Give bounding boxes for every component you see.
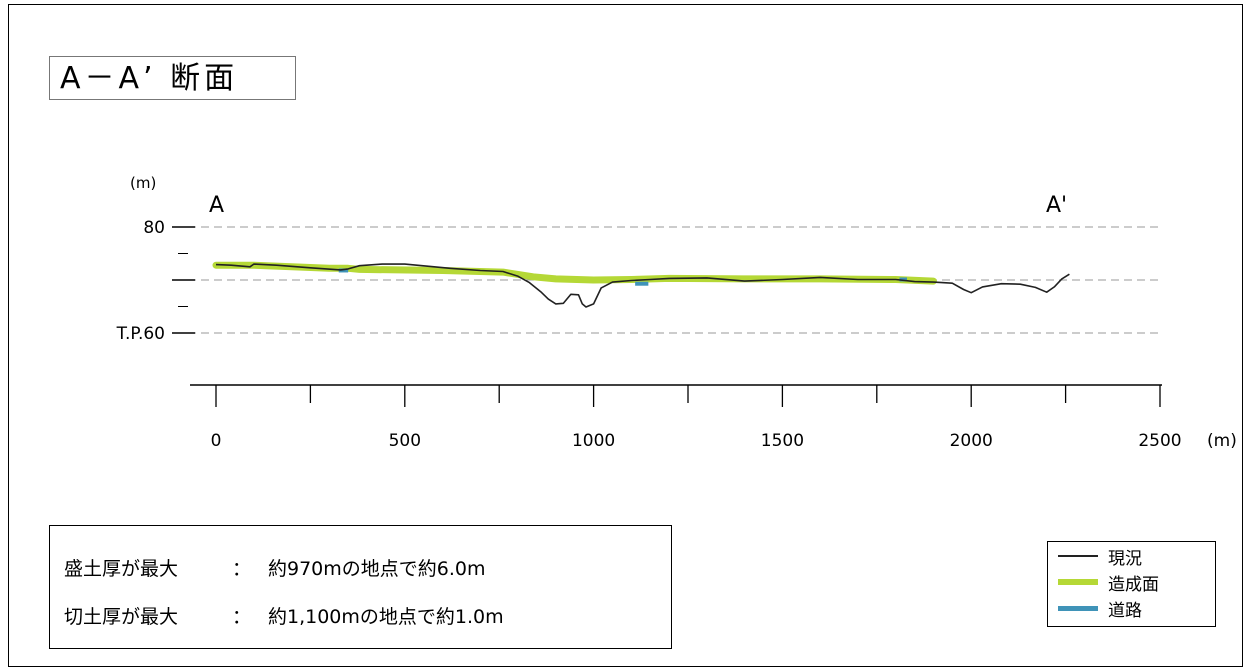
info-box: 盛土厚が最大 ： 約970mの地点で約6.0m 切土厚が最大 ： 約1,100mの地点で… bbox=[49, 525, 672, 649]
legend-item-grading: 造成面 bbox=[1058, 571, 1159, 595]
legend-label-current: 現況 bbox=[1108, 548, 1142, 569]
y-axis: 80 T.P.60 bbox=[116, 218, 195, 344]
legend-swatch-road bbox=[1058, 605, 1098, 611]
legend-item-road: 道路 bbox=[1058, 597, 1142, 621]
info-fill-value: 約970mの地点で約6.0m bbox=[268, 558, 486, 580]
legend-label-grading: 造成面 bbox=[1108, 574, 1159, 595]
y-unit-label: (m) bbox=[130, 174, 156, 192]
y-tick-label-60: T.P.60 bbox=[116, 324, 165, 344]
info-fill-separator: ： bbox=[232, 558, 252, 580]
info-fill-label: 盛土厚が最大 bbox=[64, 558, 179, 580]
legend-swatch-current bbox=[1058, 555, 1098, 557]
point-label-end: A' bbox=[1046, 193, 1067, 218]
legend-label-road: 道路 bbox=[1108, 600, 1142, 621]
x-tick-label-2500: 2500 bbox=[1138, 431, 1181, 451]
info-cut-value: 約1,100mの地点で約1.0m bbox=[268, 606, 504, 628]
info-cut-separator: ： bbox=[232, 606, 252, 628]
x-tick-label-2000: 2000 bbox=[950, 431, 993, 451]
legend: 現況 造成面 道路 bbox=[1047, 541, 1216, 627]
x-unit-label: (m) bbox=[1207, 431, 1237, 451]
series bbox=[212, 261, 1070, 308]
section-title: A－A’ 断面 bbox=[49, 56, 296, 100]
figure-frame bbox=[8, 4, 1243, 667]
info-row-fill: 盛土厚が最大 ： 約970mの地点で約6.0m bbox=[64, 554, 486, 581]
x-tick-label-1500: 1500 bbox=[761, 431, 804, 451]
x-axis: 0 500 1000 1500 2000 2500 bbox=[190, 384, 1182, 451]
x-tick-label-1000: 1000 bbox=[572, 431, 615, 451]
legend-swatch-grading bbox=[1058, 579, 1098, 585]
y-tick-label-80: 80 bbox=[143, 218, 165, 238]
info-cut-label: 切土厚が最大 bbox=[64, 606, 179, 628]
point-label-start: A bbox=[209, 193, 224, 218]
series-grading-surface bbox=[212, 261, 937, 285]
series-current-ground bbox=[215, 263, 1070, 308]
legend-item-current: 現況 bbox=[1058, 545, 1142, 569]
x-tick-label-500: 500 bbox=[389, 431, 421, 451]
x-tick-label-0: 0 bbox=[211, 431, 222, 451]
info-row-cut: 切土厚が最大 ： 約1,100mの地点で約1.0m bbox=[64, 602, 504, 629]
